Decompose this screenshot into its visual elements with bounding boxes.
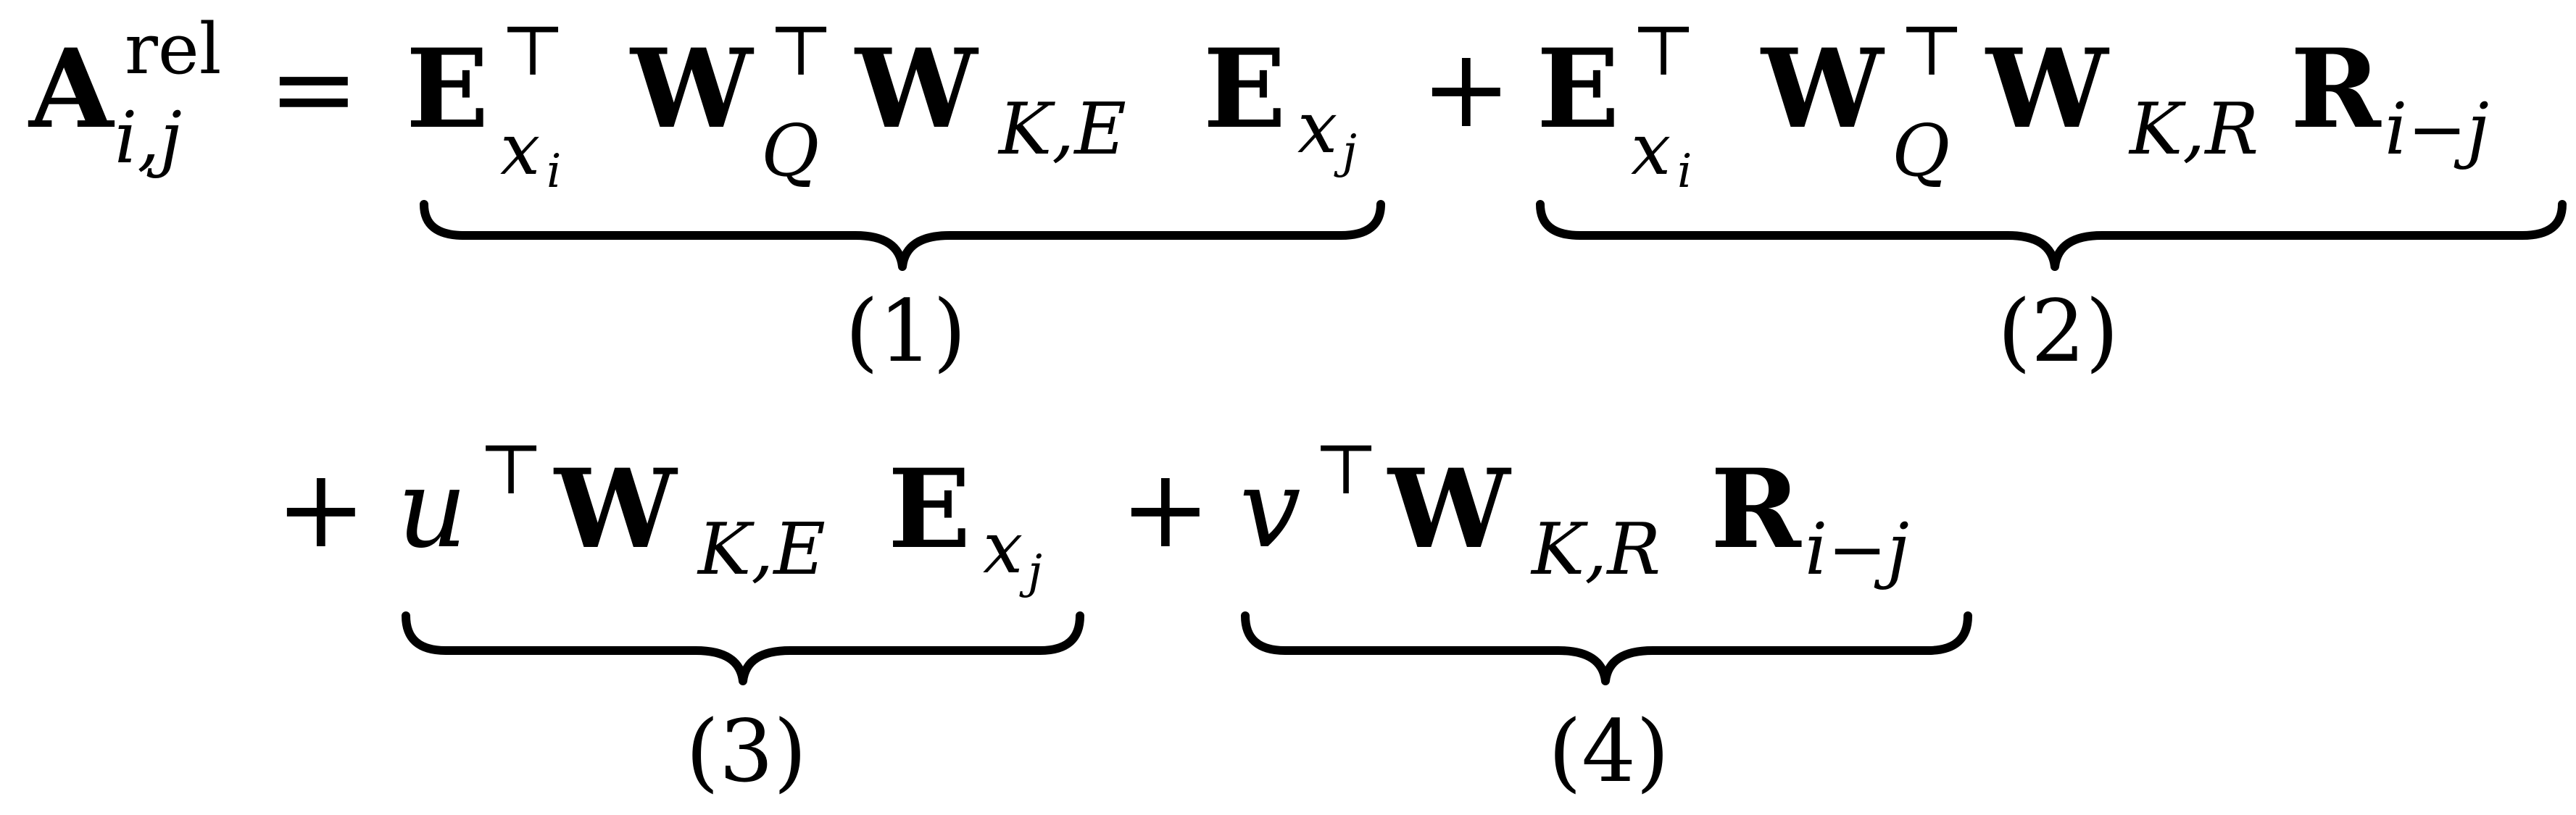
term1-wk-subscript: K,E	[999, 88, 1126, 171]
underbrace-1	[420, 200, 1385, 271]
term4-r-subscript: i−j	[1805, 509, 1909, 591]
lhs-symbol: A	[29, 25, 114, 153]
term1-e-symbol: E	[406, 25, 489, 153]
term1-e-transpose: ⊤	[500, 10, 566, 91]
plus-sign-2: +	[275, 446, 367, 572]
plus-sign-1: +	[1421, 26, 1512, 152]
term3-e-subscript: x	[983, 507, 1023, 590]
term2-e-subsubscript: i	[1677, 145, 1692, 198]
term4-r-symbol: R	[1711, 446, 1801, 573]
underbrace-2	[1536, 200, 2567, 271]
term1-wq-symbol: W	[631, 25, 753, 153]
term2-wk-symbol: W	[1986, 25, 2108, 153]
term1-wq-transpose: ⊤	[768, 10, 834, 91]
term2-e-transpose: ⊤	[1631, 10, 1697, 91]
term2-wq-transpose: ⊤	[1899, 10, 1965, 91]
term2-r-symbol: R	[2290, 25, 2381, 153]
term1-wq-subscript: Q	[761, 110, 820, 193]
lhs-superscript: rel	[125, 9, 222, 90]
equals-sign: =	[268, 26, 360, 152]
term1-e2-subscript: x	[1297, 87, 1338, 170]
term2-wk-subscript: K,R	[2130, 88, 2259, 171]
term1-e2-subsubscript: j	[1342, 125, 1357, 179]
term3-e-subsubscript: j	[1028, 546, 1042, 599]
underbrace-3	[402, 611, 1084, 685]
term2-wq-subscript: Q	[1892, 110, 1950, 193]
term4-wk-symbol: W	[1388, 446, 1511, 573]
term3-u-transpose: ⊤	[478, 429, 544, 510]
plus-sign-3: +	[1120, 446, 1211, 572]
term4-v-symbol: v	[1239, 446, 1301, 572]
term3-wk-subscript: K,E	[698, 509, 826, 591]
term1-e-subsubscript: i	[547, 145, 562, 198]
term2-e-subscript: x	[1631, 109, 1671, 191]
term2-e-symbol: E	[1537, 25, 1620, 153]
underbrace-4	[1241, 611, 1972, 685]
term1-wk-symbol: W	[855, 25, 978, 153]
lhs-subscript: i,j	[115, 97, 182, 180]
term3-label: (3)	[686, 701, 807, 801]
term2-wq-symbol: W	[1761, 25, 1884, 153]
term3-wk-symbol: W	[554, 446, 677, 573]
term1-e2-symbol: E	[1203, 25, 1287, 153]
term2-r-subscript: i−j	[2385, 88, 2489, 171]
term3-u-symbol: u	[397, 446, 468, 572]
term2-label: (2)	[1998, 281, 2119, 381]
term4-label: (4)	[1548, 701, 1670, 801]
term3-e-symbol: E	[888, 446, 971, 573]
term4-v-transpose: ⊤	[1313, 429, 1379, 510]
term1-e-subscript: x	[500, 109, 541, 191]
term4-wk-subscript: K,R	[1532, 509, 1661, 591]
term1-label: (1)	[845, 281, 967, 381]
